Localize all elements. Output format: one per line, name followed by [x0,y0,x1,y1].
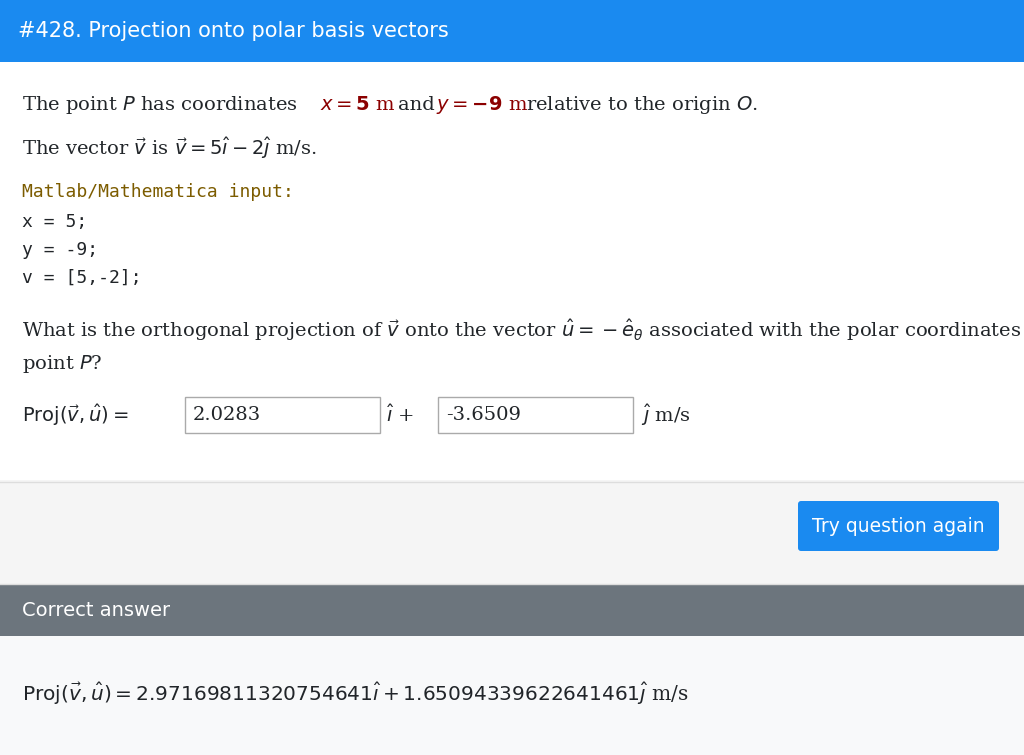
Text: v = [5,-2];: v = [5,-2]; [22,269,141,287]
Text: -3.6509: -3.6509 [446,406,521,424]
Text: The point $\mathit{P}$ has coordinates: The point $\mathit{P}$ has coordinates [22,94,299,116]
Text: Try question again: Try question again [812,516,985,535]
Text: y = -9;: y = -9; [22,241,98,259]
FancyBboxPatch shape [798,501,999,551]
FancyBboxPatch shape [0,62,1024,755]
FancyBboxPatch shape [0,584,1024,636]
Text: relative to the origin $O$.: relative to the origin $O$. [526,94,758,116]
Text: The vector $\vec{v}$ is $\vec{v} = 5\hat{\imath} - 2\hat{\jmath}$ m/s.: The vector $\vec{v}$ is $\vec{v} = 5\hat… [22,135,316,161]
FancyBboxPatch shape [185,397,380,433]
Text: $x = \mathbf{5}$ m: $x = \mathbf{5}$ m [319,96,395,114]
Text: $\hat{\jmath}$ m/s: $\hat{\jmath}$ m/s [641,402,691,428]
Text: What is the orthogonal projection of $\vec{v}$ onto the vector $\hat{u} = -\hat{: What is the orthogonal projection of $\v… [22,317,1024,343]
FancyBboxPatch shape [438,397,633,433]
Text: $\hat{\imath}$ +: $\hat{\imath}$ + [386,404,414,426]
Text: $\mathrm{Proj}(\vec{v}, \hat{u}) = 2.97169811320754641\hat{\imath} + 1.650943396: $\mathrm{Proj}(\vec{v}, \hat{u}) = 2.971… [22,681,689,707]
Text: point $\mathit{P}$?: point $\mathit{P}$? [22,353,102,375]
Text: and: and [398,96,441,114]
FancyBboxPatch shape [0,480,1024,600]
FancyBboxPatch shape [0,0,1024,62]
Text: Matlab/Mathematica input:: Matlab/Mathematica input: [22,183,294,201]
Text: #428. Projection onto polar basis vectors: #428. Projection onto polar basis vector… [18,21,449,41]
Text: $\mathrm{Proj}(\vec{v}, \hat{u}) = $: $\mathrm{Proj}(\vec{v}, \hat{u}) = $ [22,402,128,428]
Text: 2.0283: 2.0283 [193,406,261,424]
Text: $y = \mathbf{-9}$ m: $y = \mathbf{-9}$ m [436,94,528,116]
FancyBboxPatch shape [0,636,1024,755]
Text: x = 5;: x = 5; [22,213,87,231]
Text: Correct answer: Correct answer [22,600,170,620]
